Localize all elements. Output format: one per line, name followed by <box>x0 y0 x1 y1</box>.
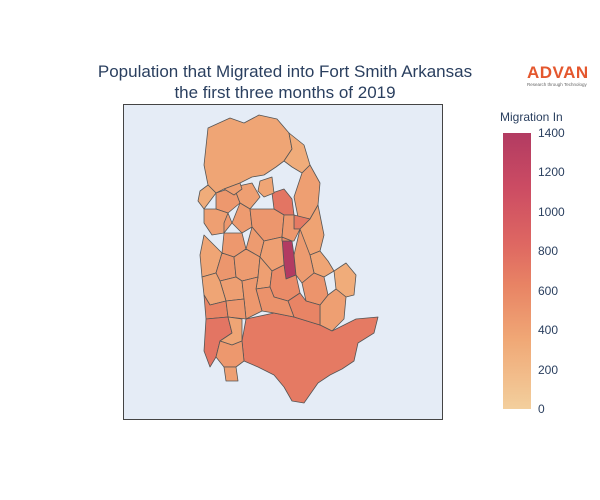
colorbar-tick-label: 1200 <box>538 165 565 180</box>
map-region[interactable] <box>203 114 293 194</box>
choropleth-map[interactable] <box>124 105 442 419</box>
map-region[interactable] <box>255 286 295 318</box>
map-region[interactable] <box>223 366 239 382</box>
map-plot-area[interactable] <box>123 104 443 420</box>
advan-logo: ADVAN Research through Technology <box>527 63 589 88</box>
colorbar-tick-label: 200 <box>538 362 559 377</box>
colorbar-tick-label: 0 <box>538 402 545 416</box>
map-region[interactable] <box>197 184 217 210</box>
logo-word: ADVAN <box>527 63 589 82</box>
map-region[interactable] <box>215 340 245 368</box>
colorbar-tick-label: 800 <box>538 244 559 259</box>
map-region[interactable] <box>281 214 301 242</box>
chart-title-line2: the first three months of 2019 <box>174 83 396 102</box>
colorbar-tick-label: 400 <box>538 323 559 338</box>
map-region[interactable] <box>223 212 233 234</box>
colorbar-tick-label: 1400 <box>538 126 565 140</box>
map-region[interactable] <box>225 298 247 320</box>
colorbar-title: Migration In <box>500 110 563 124</box>
map-region[interactable] <box>223 182 243 196</box>
map-region[interactable] <box>241 312 379 404</box>
map-region[interactable] <box>257 176 275 198</box>
colorbar-tick-label: 1000 <box>538 204 565 219</box>
colorbar-tick-label: 600 <box>538 283 559 298</box>
map-region[interactable] <box>231 202 253 234</box>
map-region[interactable] <box>283 132 311 174</box>
logo-tagline: Research through Technology <box>527 82 587 87</box>
colorbar <box>503 133 531 409</box>
chart-title-line1: Population that Migrated into Fort Smith… <box>97 62 473 81</box>
